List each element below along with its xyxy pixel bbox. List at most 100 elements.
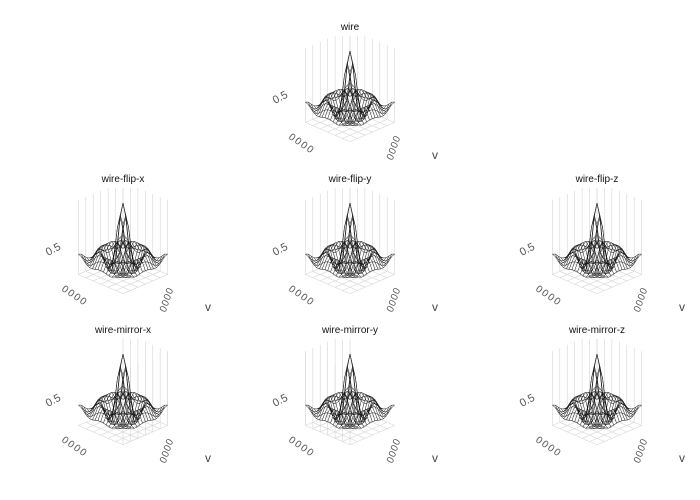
axis-tick-label: 0 — [638, 286, 651, 296]
axis-tick-label: 0 — [385, 152, 398, 162]
axis-tick-label: 0 — [545, 292, 557, 304]
wire-line — [316, 97, 362, 126]
axis-tick-label: 0 — [545, 443, 557, 455]
wire-line — [346, 388, 392, 413]
wire-line — [574, 353, 620, 425]
wire-line — [86, 252, 132, 278]
axis-tick-label: 0 — [385, 304, 398, 314]
axis-tick-label: 0 — [286, 284, 298, 296]
wire-line — [344, 406, 390, 429]
wire-line — [341, 100, 387, 126]
wire-line — [83, 406, 129, 429]
axis-tick-label: 0 — [533, 435, 545, 447]
grid-line — [349, 122, 395, 142]
wire-line — [557, 406, 603, 429]
grid-line — [552, 274, 598, 294]
axis-tick-label: 0 — [292, 288, 304, 300]
wire-line — [344, 255, 390, 278]
axis-tick-label: 0 — [298, 292, 310, 304]
axis-tick-label: 0 — [391, 286, 404, 296]
panel-wire: wire 0.5 0 0 0 0 0 0 0 0 v — [235, 22, 465, 167]
panel-wire-mirror-x: wire-mirror-x 0.5 0 0 0 0 0 0 0 0 v — [8, 325, 238, 470]
axis-tick-label: 0 — [304, 447, 316, 459]
wire-line — [557, 255, 603, 278]
wire-line — [585, 400, 631, 429]
wire-line — [344, 103, 390, 126]
grid-line — [349, 425, 395, 445]
wire-line — [563, 249, 609, 278]
axis-label: v — [679, 300, 685, 314]
grid-line — [85, 271, 131, 291]
axis-tick-label: 0 — [391, 437, 404, 447]
wire-line — [344, 392, 390, 415]
wire-line — [307, 253, 353, 278]
wireframe-surface — [78, 353, 168, 429]
axis-label: v — [205, 451, 211, 465]
wire-line — [313, 252, 359, 278]
wire-line — [83, 255, 129, 278]
grid-line — [122, 274, 168, 294]
panel-wire-flip-y: wire-flip-y 0.5 0 0 0 0 0 0 0 0 v — [235, 174, 465, 319]
wire-line — [120, 253, 166, 278]
wireframe-surface — [552, 202, 642, 278]
wire-line — [350, 101, 395, 126]
z-tick-label: 0.5 — [518, 241, 537, 259]
wire-line — [305, 253, 350, 278]
wire-line — [327, 353, 373, 425]
axis-tick-label: 0 — [162, 443, 175, 453]
axis-tick-label: 0 — [164, 286, 177, 296]
wire-line — [554, 404, 600, 429]
wire-line — [83, 392, 129, 415]
panel-title: wire-mirror-z — [568, 325, 626, 336]
wire-line — [594, 253, 640, 278]
wire-line — [305, 101, 350, 126]
wire-line — [591, 406, 637, 429]
z-tick-label: 0.5 — [271, 241, 290, 259]
panel-title: wire — [340, 22, 360, 33]
axis-label: v — [679, 451, 685, 465]
z-tick-label: 0.5 — [44, 392, 63, 410]
wireframe-surface — [78, 202, 168, 278]
wire-line — [327, 50, 373, 122]
wireframe-surface — [552, 353, 642, 429]
axis-label: v — [432, 300, 438, 314]
wire-line — [341, 391, 387, 417]
wire-line — [80, 404, 126, 429]
wire-line — [591, 255, 637, 278]
axis-tick-label: 0 — [65, 288, 77, 300]
wire-line — [316, 249, 362, 278]
axis-label: v — [205, 300, 211, 314]
wire-line — [333, 396, 379, 428]
wire-line — [588, 403, 634, 429]
grid-line — [312, 271, 358, 291]
axis-label: v — [432, 148, 438, 162]
axis-tick-label: 0 — [59, 435, 71, 447]
wire-line — [597, 253, 642, 278]
axis-tick-label: 0 — [389, 292, 402, 302]
axis-tick-label: 0 — [71, 292, 83, 304]
wire-line — [86, 391, 132, 417]
wire-line — [338, 97, 384, 126]
grid-line — [349, 406, 395, 426]
wire-line — [94, 396, 140, 428]
wire-line — [341, 252, 387, 278]
z-tick-label: 0.5 — [271, 392, 290, 410]
wire-line — [123, 253, 168, 278]
grid-line — [559, 422, 605, 442]
axis-tick-label: 0 — [160, 449, 173, 459]
wire-line — [123, 404, 168, 429]
axis-tick-label: 0 — [385, 455, 398, 465]
wire-line — [552, 253, 597, 278]
axis-tick-label: 0 — [539, 439, 551, 451]
z-tick-label: 0.5 — [44, 241, 63, 259]
